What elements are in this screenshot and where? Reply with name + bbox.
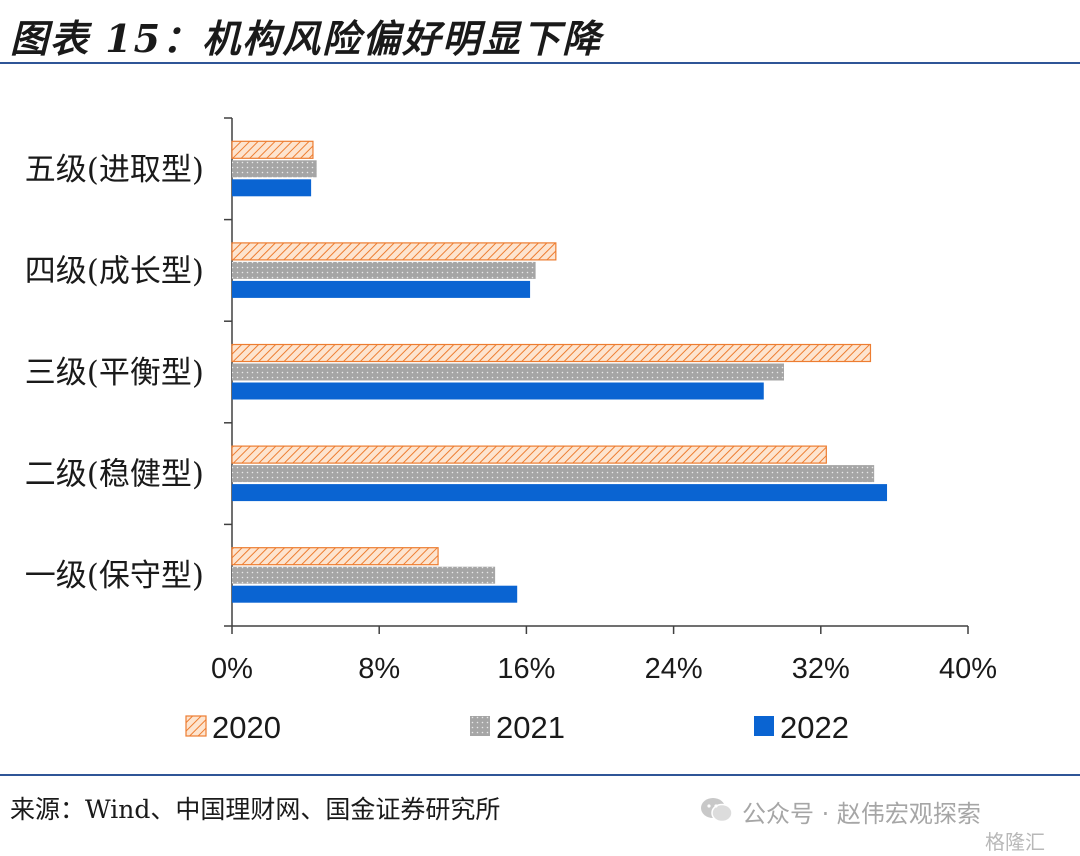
watermark-text: 公众号 · 赵伟宏观探索: [742, 800, 981, 828]
bar-2022-4: [232, 585, 518, 603]
x-tick-label: 8%: [358, 653, 400, 685]
legend-label-2021: 2021: [496, 710, 565, 745]
legend-swatch-2022: [754, 716, 774, 736]
bar-2020-1: [231, 242, 557, 261]
bar-2021-1: [232, 261, 536, 279]
chart-legend: 2020 2021 2022: [185, 710, 849, 745]
bar-2020-0: [231, 140, 314, 159]
title-divider: [0, 62, 1080, 64]
chart-title: 图表 15：机构风险偏好明显下降: [10, 16, 603, 61]
wechat-icon: [701, 798, 733, 823]
bar-2021-4: [232, 566, 496, 584]
bar-2021-2: [232, 363, 784, 381]
source-note: 来源：Wind、中国理财网、国金证券研究所: [10, 795, 501, 824]
bar-2022-2: [232, 382, 764, 400]
x-tick-label: 16%: [497, 653, 555, 685]
legend-swatch-2021: [470, 716, 490, 736]
bar-2021-3: [232, 465, 875, 483]
bar-2021-0: [232, 160, 317, 178]
x-tick-label: 40%: [939, 653, 997, 685]
bar-2020-4: [231, 547, 439, 566]
bar-2022-0: [232, 179, 312, 197]
watermark-badge: 格隆汇: [985, 830, 1045, 854]
x-tick-label: 24%: [645, 653, 703, 685]
bar-2022-1: [232, 280, 531, 298]
bar-2020-3: [231, 445, 827, 464]
bar-2020-2: [231, 343, 872, 363]
x-tick-label: 0%: [211, 653, 253, 685]
category-labels: 五级(进取型) 四级(成长型) 三级(平衡型) 二级(稳健型) 一级(保守型): [25, 152, 204, 594]
category-label: 四级(成长型): [25, 253, 204, 289]
bar-2022-3: [232, 484, 888, 502]
legend-label-2022: 2022: [780, 710, 849, 745]
x-tick-label: 32%: [792, 653, 850, 685]
source-divider: [0, 774, 1080, 776]
category-label: 五级(进取型): [25, 152, 204, 188]
bar-chart: 五级(进取型) 四级(成长型) 三级(平衡型) 二级(稳健型) 一级(保守型) 0% 8%…: [25, 117, 997, 745]
chart-bars: [231, 140, 888, 603]
category-label: 三级(平衡型): [25, 355, 204, 391]
category-label: 二级(稳健型): [25, 457, 204, 493]
x-tick-labels: 0% 8% 16% 24% 32% 40%: [211, 653, 997, 685]
legend-label-2020: 2020: [212, 710, 281, 745]
legend-swatch-2020: [185, 715, 207, 737]
category-label: 一级(保守型): [25, 558, 204, 594]
